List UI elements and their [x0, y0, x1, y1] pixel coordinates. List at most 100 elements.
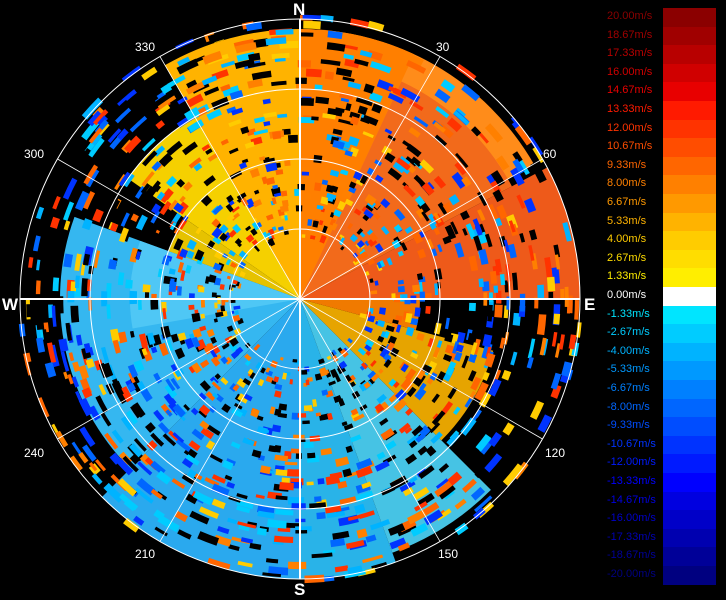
velocity-wedge — [119, 493, 139, 511]
velocity-wedge — [232, 223, 242, 234]
velocity-wedge — [482, 334, 493, 348]
legend-label: -6.67m/s — [607, 382, 650, 394]
velocity-wedge — [393, 208, 406, 221]
velocity-wedge — [32, 235, 41, 252]
velocity-wedge — [430, 431, 443, 444]
velocity-wedge — [392, 161, 406, 174]
velocity-wedge — [356, 239, 365, 249]
velocity-wedge — [419, 291, 426, 302]
velocity-wedge — [363, 209, 374, 219]
velocity-wedge — [367, 49, 383, 62]
velocity-wedge — [434, 88, 451, 104]
legend-swatch — [663, 305, 716, 325]
velocity-wedge — [221, 403, 231, 414]
velocity-wedge — [226, 213, 235, 223]
velocity-wedge — [322, 113, 336, 120]
velocity-wedge — [560, 288, 565, 299]
velocity-wedge — [355, 457, 373, 470]
velocity-wedge — [425, 305, 431, 314]
velocity-wedge — [234, 238, 242, 246]
velocity-wedge — [329, 98, 348, 110]
velocity-wedge — [508, 220, 516, 233]
velocity-wedge — [177, 529, 192, 540]
velocity-wedge — [433, 227, 441, 236]
velocity-wedge — [226, 325, 234, 333]
velocity-wedge — [418, 467, 432, 479]
velocity-wedge — [46, 210, 55, 225]
velocity-wedge — [303, 404, 313, 412]
velocity-wedge — [138, 298, 142, 311]
velocity-wedge — [133, 154, 145, 166]
velocity-wedge — [347, 514, 364, 521]
velocity-wedge — [227, 517, 238, 525]
velocity-wedge — [161, 256, 171, 266]
velocity-wedge — [481, 422, 496, 438]
velocity-wedge — [211, 381, 222, 391]
velocity-wedge — [236, 192, 247, 201]
velocity-wedge — [365, 534, 377, 543]
velocity-wedge — [404, 312, 413, 324]
velocity-wedge — [52, 277, 60, 292]
velocity-wedge — [120, 415, 135, 431]
legend-label: 20.00m/s — [607, 10, 653, 22]
velocity-wedge — [574, 300, 580, 320]
velocity-wedge — [251, 221, 260, 231]
velocity-wedge — [162, 308, 167, 320]
velocity-wedge — [253, 129, 269, 136]
velocity-wedge — [405, 408, 413, 416]
velocity-wedge — [205, 440, 216, 450]
velocity-wedge — [290, 448, 301, 454]
velocity-wedge — [69, 455, 83, 472]
velocity-wedge — [380, 330, 387, 338]
velocity-wedge — [370, 360, 377, 367]
velocity-wedge — [349, 234, 359, 243]
velocity-wedge — [118, 171, 131, 187]
velocity-wedge — [300, 299, 494, 441]
velocity-wedge — [186, 93, 204, 108]
velocity-wedge — [159, 200, 172, 216]
velocity-wedge — [410, 156, 422, 167]
legend-swatch — [663, 417, 716, 436]
velocity-wedge — [417, 248, 427, 259]
velocity-wedge — [56, 179, 68, 192]
velocity-wedge — [297, 60, 312, 68]
velocity-wedge — [122, 455, 139, 473]
velocity-wedge — [327, 30, 343, 40]
velocity-wedge — [446, 432, 461, 447]
velocity-wedge — [168, 430, 181, 442]
velocity-wedge — [397, 279, 405, 285]
velocity-wedge — [262, 231, 269, 239]
velocity-wedge — [28, 361, 38, 384]
velocity-wedge — [244, 141, 255, 149]
velocity-wedge — [374, 280, 379, 286]
velocity-wedge — [74, 275, 80, 289]
velocity-wedge — [204, 276, 210, 284]
velocity-wedge — [225, 259, 231, 266]
velocity-wedge — [350, 116, 360, 126]
velocity-wedge — [379, 401, 390, 413]
legend-row: 2.67m/s — [600, 249, 726, 269]
velocity-wedge — [527, 338, 536, 359]
velocity-wedge — [210, 336, 217, 344]
velocity-wedge — [211, 483, 230, 498]
velocity-wedge — [200, 299, 206, 308]
velocity-wedge — [348, 181, 357, 189]
velocity-wedge — [412, 284, 421, 293]
velocity-wedge — [241, 158, 249, 164]
velocity-wedge — [403, 184, 416, 198]
velocity-wedge — [271, 52, 290, 60]
velocity-wedge — [246, 128, 257, 136]
velocity-wedge — [155, 120, 165, 130]
velocity-wedge — [163, 392, 177, 407]
velocity-wedge — [321, 179, 329, 186]
velocity-wedge — [470, 417, 482, 431]
legend-swatch — [663, 194, 716, 213]
velocity-wedge — [305, 379, 310, 386]
velocity-wedge — [220, 356, 229, 365]
velocity-wedge — [484, 352, 496, 368]
velocity-wedge — [418, 425, 431, 438]
velocity-wedge — [370, 60, 392, 74]
velocity-wedge — [455, 344, 464, 353]
legend-label: 8.00m/s — [607, 177, 647, 190]
velocity-wedge — [317, 478, 325, 485]
